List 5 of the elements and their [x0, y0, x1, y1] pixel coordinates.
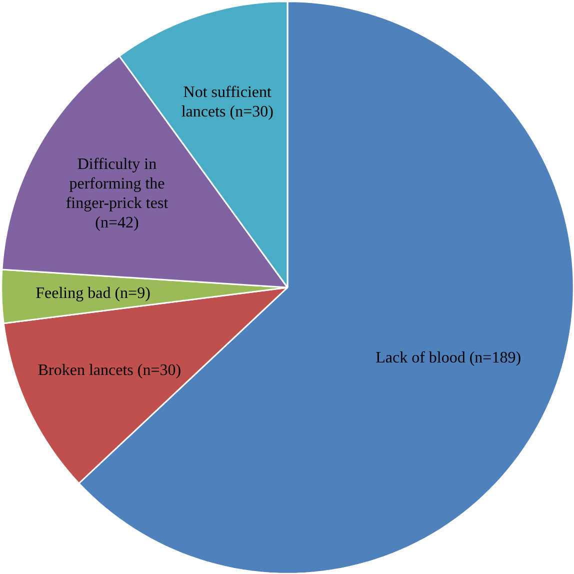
slice-label: Lack of blood (n=189): [376, 349, 522, 366]
slice-label: Broken lancets (n=30): [38, 362, 182, 379]
slice-label: Difficulty in performing the finger-prick test (n=42): [66, 156, 169, 232]
slice-label: Not sufficient lancets (n=30): [181, 84, 274, 121]
slice-label: Feeling bad (n=9): [36, 285, 150, 302]
